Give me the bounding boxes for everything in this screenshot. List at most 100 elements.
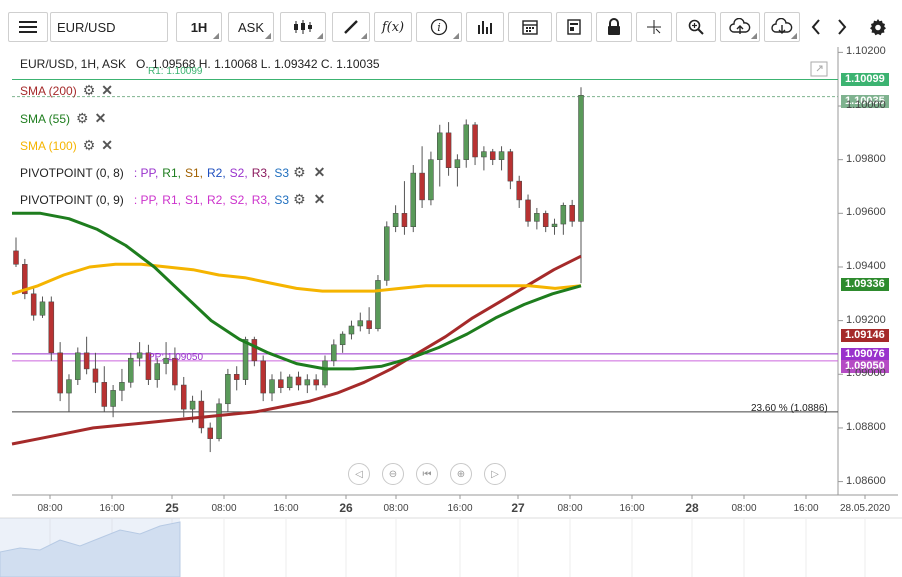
x-tick-label: 08:00 [383,503,409,514]
lock-icon [608,18,620,35]
navigator-window [0,518,180,577]
zoom-icon [688,19,704,35]
candle-body [216,403,222,439]
x-tick-label: 25 [165,501,179,515]
close-icon[interactable]: ✕ [313,164,326,180]
caret-icon: ◢ [316,31,323,40]
info-icon: i [430,18,448,36]
pivot-row[interactable]: PIVOTPOINT (0, 8): PP, R1, S1, R2, S2, R3, S3 ⚙… [20,164,325,181]
indicator-label: SMA (55) [20,111,71,126]
caret-icon: ◢ [750,31,757,40]
settings-button[interactable] [864,12,892,42]
bar-chart-icon [478,21,492,34]
y-tick-label: 1.10000 [846,99,886,112]
pivot-level-label: : PP, [133,165,159,180]
prev-button[interactable] [804,12,828,42]
candle-body [410,172,417,227]
sma200-line [11,254,582,446]
x-tick-label: 08:00 [211,503,237,514]
x-tick-label: 16:00 [99,503,125,514]
candle-body [83,352,90,370]
close-icon[interactable]: ✕ [101,137,113,153]
reset-icon: ⏮ [422,468,432,480]
price-tag: 1.09146 [841,329,889,343]
symbol-label: EUR/USD [57,19,116,35]
zoom-in-button[interactable]: ⊕ [450,463,472,485]
candle-body [454,159,461,168]
crosshair-button[interactable] [636,12,672,42]
scroll-right-button[interactable]: ▷ [484,463,506,485]
price-tag: 1.09336 [841,278,889,292]
calendar-icon [522,20,538,35]
function-button[interactable]: f(x) [374,12,412,42]
report-icon [567,19,581,35]
price-tag: 1.10099 [841,73,889,87]
candle-body [13,250,19,265]
candle-body [260,360,266,394]
menu-button[interactable] [8,12,48,42]
cloud-upload-button[interactable]: ◢ [720,12,760,42]
gear-icon[interactable]: ⚙ [82,137,96,153]
caret-icon: ◢ [360,31,367,40]
timeframe-selector[interactable]: 1H ◢ [176,12,222,42]
candle-body [30,293,37,316]
y-tick-label: 1.09600 [846,206,886,219]
maximize-button[interactable] [810,61,828,77]
candle-body [463,124,469,160]
settings-icon [870,19,886,36]
instrument-line: EUR/USD, 1H, ASK [20,57,127,71]
candle-body [445,132,452,168]
close-icon[interactable]: ✕ [94,110,107,126]
close-icon[interactable]: ✕ [101,82,113,98]
candle-body [128,357,134,383]
expand-icon [810,61,828,77]
candle-body [375,280,381,329]
candle-body [392,213,399,227]
symbol-selector[interactable]: EUR/USD [50,12,168,42]
calendar-button[interactable] [508,12,552,42]
svg-text:i: i [437,21,441,34]
y-tick-label: 1.09400 [846,259,886,272]
gear-icon[interactable]: ⚙ [82,82,96,98]
indicator-row[interactable]: SMA (55) ⚙ ✕ [20,110,106,127]
candle-body [322,360,328,386]
next-button[interactable] [830,12,854,42]
bar-chart-button[interactable] [466,12,504,42]
draw-button[interactable]: ◢ [332,12,370,42]
indicator-row[interactable]: SMA (200) ⚙ ✕ [20,82,113,99]
reset-view-button[interactable]: ⏮ [416,463,438,485]
close-icon[interactable]: ✕ [313,191,326,207]
indicator-row[interactable]: SMA (100) ⚙ ✕ [20,137,113,154]
candle-body [472,124,478,158]
caret-icon: ◢ [212,31,219,40]
candle-body [525,199,531,222]
caret-icon: ◢ [790,31,797,40]
scroll-left-button[interactable]: ◁ [348,463,370,485]
y-tick-label: 1.09800 [846,152,886,165]
price-tag: 1.10035 [841,94,889,108]
gear-icon[interactable]: ⚙ [293,191,306,207]
report-button[interactable] [556,12,592,42]
zoom-button[interactable] [676,12,716,42]
gear-icon[interactable]: ⚙ [76,110,89,126]
instrument-header: EUR/USD, 1H, ASK O. 1.09568 H. 1.10068 L… [20,57,380,71]
gear-icon[interactable]: ⚙ [293,164,306,180]
candle-body [172,357,178,386]
pivot-row[interactable]: PIVOTPOINT (0, 9): PP, R1, S1, R2, S2, R3, S3 ⚙… [20,191,325,208]
zoom-out-button[interactable]: ⊖ [382,463,404,485]
price-type-selector[interactable]: ASK ◢ [228,12,274,42]
candle-body [251,339,258,362]
pivot-level-label: R1, [162,192,181,207]
candle-body [66,379,72,394]
cloud-upload-icon [729,18,751,34]
info-button[interactable]: i ◢ [416,12,462,42]
cloud-download-button[interactable]: ◢ [764,12,800,42]
candle-body [110,390,116,407]
pp-label: PP: 1.09050 [148,352,204,363]
candle-body [189,400,196,410]
candle-body [198,400,205,429]
lock-button[interactable] [596,12,632,42]
candle-body [569,205,575,222]
chart-type-button[interactable]: ◢ [280,12,326,42]
